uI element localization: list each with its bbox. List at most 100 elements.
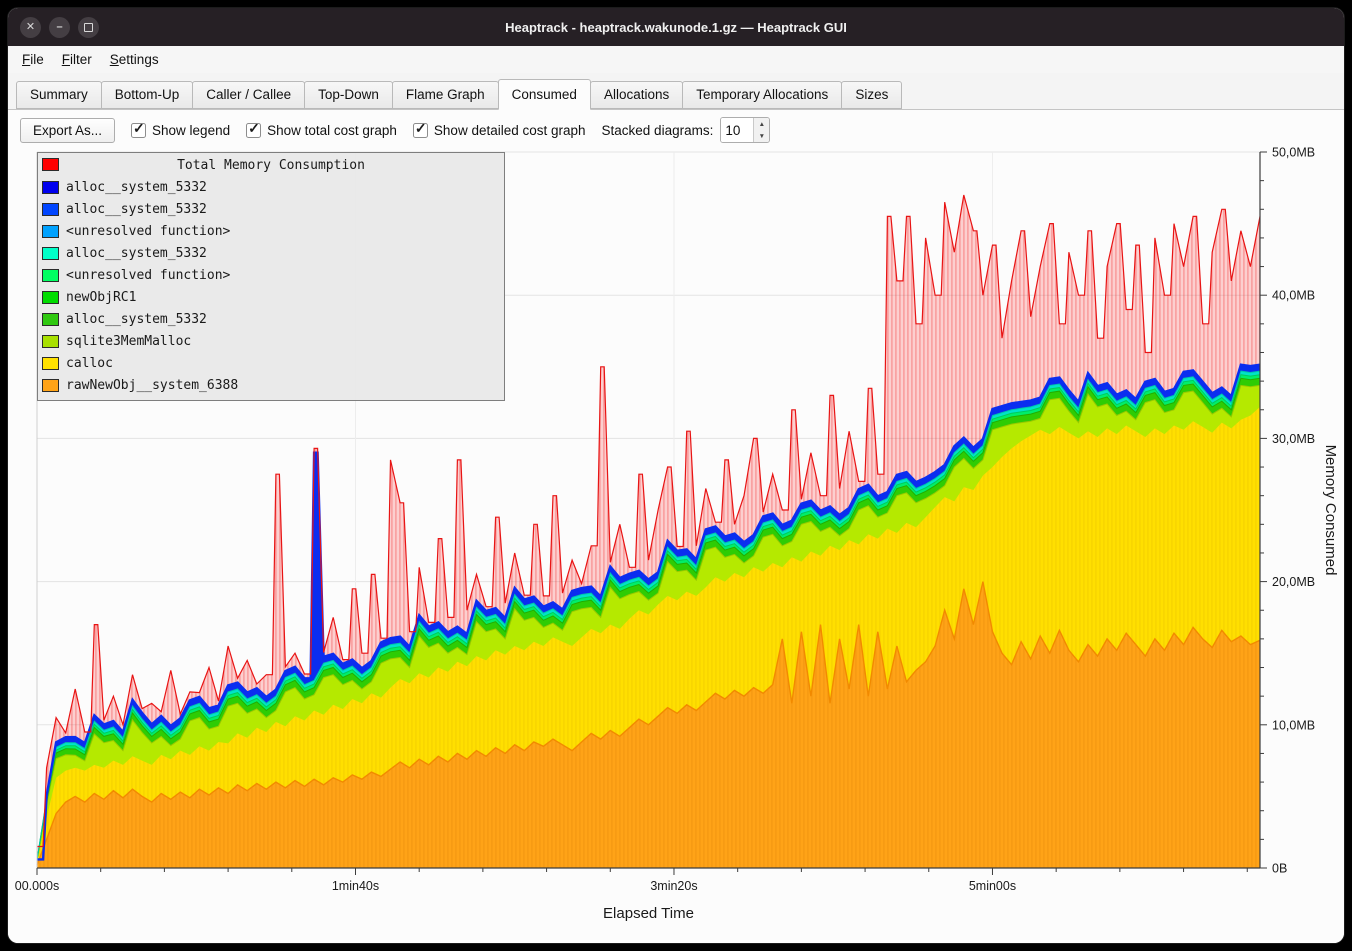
- series-rawnewobj-line: [36, 581, 1261, 866]
- stacked-diagrams-input[interactable]: [721, 118, 754, 142]
- legend-item: alloc__system_5332: [38, 308, 504, 330]
- legend-title-row: Total Memory Consumption: [38, 155, 504, 176]
- legend-item: rawNewObj__system_6388: [38, 374, 504, 396]
- tab-flame-graph[interactable]: Flame Graph: [391, 81, 499, 109]
- checkbox-box: ✓: [131, 119, 147, 138]
- legend-color-swatch: [42, 180, 59, 194]
- menu-settings[interactable]: Settings: [109, 52, 159, 67]
- legend-item: alloc__system_5332: [38, 176, 504, 198]
- legend-item: calloc: [38, 352, 504, 374]
- legend-item-label: rawNewObj__system_6388: [66, 377, 239, 393]
- maximize-button[interactable]: [78, 16, 99, 38]
- close-icon: [26, 22, 35, 33]
- legend-items: alloc__system_5332 alloc__system_5332 <unr…: [38, 176, 504, 396]
- checkbox-label: Show detailed cost graph: [433, 122, 586, 138]
- checkbox-label: Show total cost graph: [267, 122, 397, 138]
- show-total-cost-checkbox[interactable]: ✓ Show total cost graph: [246, 119, 397, 138]
- x-axis-title: Elapsed Time: [603, 905, 694, 922]
- legend-item-label: calloc: [66, 355, 113, 371]
- legend-color-swatch: [42, 202, 59, 216]
- legend-color-swatch: [42, 224, 59, 238]
- series-alloc-system-line: [37, 363, 1261, 861]
- legend-color-swatch: [42, 246, 59, 260]
- tab-consumed[interactable]: Consumed: [497, 79, 591, 110]
- y-tick-label: 40,0MB: [1272, 289, 1315, 303]
- checkbox-box: ✓: [412, 119, 428, 138]
- legend-color-swatch: [42, 290, 59, 304]
- legend-item-label: alloc__system_5332: [66, 311, 207, 327]
- tab-summary[interactable]: Summary: [16, 81, 102, 109]
- minimize-button[interactable]: [49, 16, 70, 38]
- legend-item-label: alloc__system_5332: [66, 201, 207, 217]
- checkmark-icon: ✓: [248, 119, 260, 136]
- memory-consumption-chart[interactable]: 00.000s 1min40s 3min20s 5min00s 0B 10,0MB 20,0…: [14, 146, 1342, 928]
- spin-up-button[interactable]: ▲: [758, 120, 766, 128]
- chart-area[interactable]: 00.000s 1min40s 3min20s 5min00s 0B 10,0MB 20,0…: [8, 146, 1344, 943]
- stacked-diagrams-group: Stacked diagrams: ▲ ▼: [602, 117, 771, 143]
- y-tick-label: 10,0MB: [1272, 718, 1315, 732]
- legend-item: newObjRC1: [38, 286, 504, 308]
- show-legend-checkbox[interactable]: ✓ Show legend: [131, 119, 231, 138]
- show-detailed-cost-checkbox[interactable]: ✓ Show detailed cost graph: [412, 119, 586, 138]
- legend-title: Total Memory Consumption: [177, 158, 365, 173]
- chart-series: [36, 194, 1261, 868]
- window-controls: [8, 16, 99, 38]
- close-button[interactable]: [20, 16, 41, 38]
- legend-item: <unresolved function>: [38, 220, 504, 242]
- chart-legend: Total Memory Consumption alloc__system_5…: [37, 152, 505, 401]
- series-unresolved-function-2-line: [36, 370, 1261, 860]
- legend-item-label: newObjRC1: [66, 289, 137, 305]
- tab-bottom-up[interactable]: Bottom-Up: [100, 81, 194, 109]
- x-tick-label: 00.000s: [15, 879, 59, 893]
- x-tick-label: 1min40s: [332, 879, 379, 893]
- legend-color-swatch: [42, 334, 59, 348]
- minimize-icon: [56, 22, 62, 33]
- menu-bar: File Filter Settings: [8, 46, 1344, 73]
- tab-top-down[interactable]: Top-Down: [304, 81, 393, 109]
- spin-down-button[interactable]: ▼: [758, 132, 766, 140]
- y-tick-label: 30,0MB: [1272, 432, 1315, 446]
- app-window: Heaptrack - heaptrack.wakunode.1.gz — He…: [8, 8, 1344, 943]
- export-as-button[interactable]: Export As...: [20, 117, 116, 143]
- legend-item-label: alloc__system_5332: [66, 245, 207, 261]
- title-bar: Heaptrack - heaptrack.wakunode.1.gz — He…: [8, 8, 1344, 46]
- series-unresolved-function-line: [36, 374, 1261, 860]
- tab-sizes[interactable]: Sizes: [841, 81, 903, 109]
- y-axis-title: Memory Consumed: [1322, 445, 1339, 576]
- legend-item-label: <unresolved function>: [66, 223, 231, 239]
- legend-color-swatch: [42, 378, 59, 392]
- series-newobjrc1-line: [36, 377, 1261, 861]
- stacked-diagrams-spinbox[interactable]: ▲ ▼: [720, 117, 771, 143]
- y-tick-label: 20,0MB: [1272, 575, 1315, 589]
- legend-item-label: <unresolved function>: [66, 267, 231, 283]
- tab-caller-callee[interactable]: Caller / Callee: [192, 81, 306, 109]
- x-tick-label: 3min20s: [650, 879, 697, 893]
- legend-item: alloc__system_5332: [38, 198, 504, 220]
- axes: 00.000s 1min40s 3min20s 5min00s 0B 10,0MB 20,0…: [15, 146, 1339, 922]
- tab-temporary-allocations[interactable]: Temporary Allocations: [682, 81, 843, 109]
- spin-buttons: ▲ ▼: [753, 118, 770, 142]
- chart-toolbar: Export As... ✓ Show legend ✓ Show total …: [8, 110, 1344, 146]
- y-tick-label: 0B: [1272, 862, 1287, 876]
- checkmark-icon: ✓: [414, 119, 427, 136]
- menu-file[interactable]: File: [22, 52, 44, 67]
- tab-bar: Summary Bottom-Up Caller / Callee Top-Do…: [8, 73, 1344, 110]
- y-tick-label: 50,0MB: [1272, 146, 1315, 160]
- legend-color-swatch: [42, 312, 59, 326]
- stacked-diagrams-label: Stacked diagrams:: [601, 122, 714, 138]
- checkbox-label: Show legend: [152, 122, 231, 138]
- legend-item-label: sqlite3MemMalloc: [66, 333, 192, 349]
- series-total-line: [37, 194, 1261, 848]
- legend-item: <unresolved function>: [38, 264, 504, 286]
- legend-item: sqlite3MemMalloc: [38, 330, 504, 352]
- checkmark-icon: ✓: [133, 119, 145, 136]
- legend-title-swatch: [42, 158, 59, 171]
- series-sqlite3memmalloc-line: [36, 384, 1261, 861]
- menu-filter[interactable]: Filter: [61, 52, 92, 67]
- tab-allocations[interactable]: Allocations: [589, 81, 684, 109]
- legend-item: alloc__system_5332: [38, 242, 504, 264]
- window-title: Heaptrack - heaptrack.wakunode.1.gz — He…: [505, 19, 847, 35]
- legend-color-swatch: [42, 268, 59, 282]
- x-tick-label: 5min00s: [969, 879, 1016, 893]
- legend-item-label: alloc__system_5332: [66, 179, 207, 195]
